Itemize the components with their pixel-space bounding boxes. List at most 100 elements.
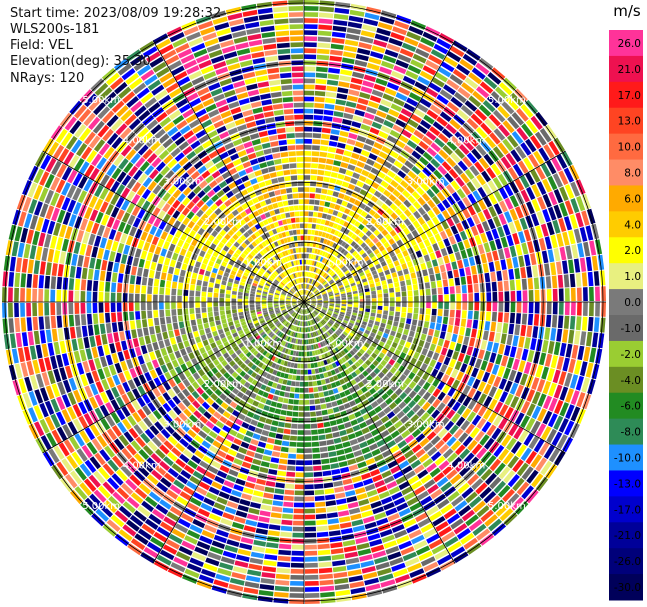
velocity-gate <box>368 209 376 217</box>
velocity-gate <box>189 296 194 302</box>
velocity-gate <box>276 371 282 377</box>
velocity-gate <box>329 177 337 184</box>
velocity-gate <box>558 218 567 232</box>
velocity-gate <box>17 347 25 363</box>
velocity-gate <box>68 377 77 391</box>
velocity-gate <box>265 282 271 287</box>
velocity-gate <box>286 329 290 335</box>
velocity-gate <box>258 590 274 597</box>
velocity-gate <box>61 394 71 408</box>
velocity-gate <box>404 354 412 363</box>
velocity-gate <box>465 423 475 435</box>
velocity-gate <box>348 89 360 97</box>
velocity-gate <box>304 339 307 345</box>
velocity-gate <box>332 431 340 438</box>
velocity-gate <box>304 0 319 5</box>
velocity-gate <box>342 57 355 65</box>
velocity-gate <box>56 396 66 411</box>
velocity-gate <box>292 302 297 304</box>
velocity-gate <box>497 312 503 323</box>
velocity-gate <box>253 490 264 497</box>
velocity-gate <box>169 506 183 517</box>
velocity-gate <box>342 331 348 337</box>
velocity-gate <box>437 381 446 391</box>
velocity-gate <box>467 310 473 320</box>
velocity-gate <box>311 302 317 304</box>
velocity-gate <box>395 455 406 464</box>
velocity-gate <box>269 311 275 315</box>
velocity-gate <box>308 307 312 312</box>
velocity-gate <box>335 300 341 302</box>
velocity-gate <box>289 368 294 374</box>
velocity-gate <box>141 523 156 535</box>
velocity-gate <box>330 282 336 287</box>
velocity-gate <box>67 199 77 213</box>
velocity-gate <box>202 281 208 287</box>
velocity-gate <box>412 404 421 413</box>
velocity-gate <box>434 233 442 242</box>
velocity-gate <box>86 313 93 325</box>
velocity-gate <box>426 109 439 120</box>
velocity-gate <box>516 302 522 313</box>
velocity-gate <box>305 315 307 320</box>
velocity-gate <box>416 326 423 333</box>
velocity-gate <box>380 237 387 245</box>
velocity-gate <box>414 145 426 155</box>
velocity-gate <box>312 312 317 316</box>
velocity-gate <box>240 321 247 326</box>
velocity-gate <box>350 341 356 347</box>
velocity-gate <box>383 406 392 415</box>
velocity-gate <box>346 308 352 312</box>
velocity-gate <box>373 212 381 220</box>
velocity-gate <box>462 384 471 396</box>
velocity-gate <box>475 144 487 157</box>
velocity-gate <box>268 431 277 438</box>
velocity-gate <box>438 460 450 471</box>
velocity-gate <box>180 327 186 335</box>
velocity-gate <box>304 484 314 490</box>
velocity-gate <box>255 275 261 280</box>
velocity-gate <box>225 310 231 315</box>
velocity-gate <box>388 194 397 202</box>
velocity-gate <box>476 264 483 274</box>
velocity-gate <box>467 135 479 147</box>
velocity-gate <box>250 551 265 559</box>
velocity-gate <box>413 244 420 252</box>
velocity-gate <box>569 374 579 389</box>
velocity-gate <box>221 280 227 286</box>
velocity-gate <box>534 289 540 302</box>
velocity-gate <box>84 497 98 512</box>
velocity-gate <box>296 369 301 375</box>
velocity-gate <box>319 573 333 580</box>
velocity-gate <box>262 324 268 329</box>
velocity-gate <box>341 472 351 480</box>
velocity-gate <box>457 109 470 121</box>
velocity-gate <box>317 361 322 367</box>
velocity-gate <box>569 273 576 288</box>
velocity-gate <box>163 241 170 250</box>
velocity-gate <box>445 228 453 238</box>
velocity-gate <box>369 127 380 135</box>
velocity-gate <box>163 456 174 467</box>
velocity-gate <box>342 539 356 547</box>
velocity-gate <box>94 235 102 247</box>
velocity-gate <box>485 230 494 242</box>
velocity-gate <box>235 478 246 486</box>
velocity-gate <box>277 470 287 477</box>
velocity-gate <box>446 217 455 227</box>
velocity-gate <box>155 465 167 476</box>
velocity-gate <box>371 309 377 314</box>
velocity-gate <box>310 294 315 298</box>
velocity-gate <box>377 371 385 379</box>
velocity-gate <box>275 310 280 313</box>
velocity-gate <box>390 32 405 41</box>
velocity-gate <box>431 409 441 419</box>
velocity-gate <box>186 502 200 512</box>
velocity-gate <box>274 320 280 325</box>
velocity-gate <box>347 306 353 310</box>
velocity-gate <box>494 332 501 343</box>
velocity-gate <box>324 339 329 345</box>
velocity-gate <box>172 274 179 282</box>
velocity-gate <box>228 392 236 400</box>
velocity-gate <box>390 415 399 424</box>
